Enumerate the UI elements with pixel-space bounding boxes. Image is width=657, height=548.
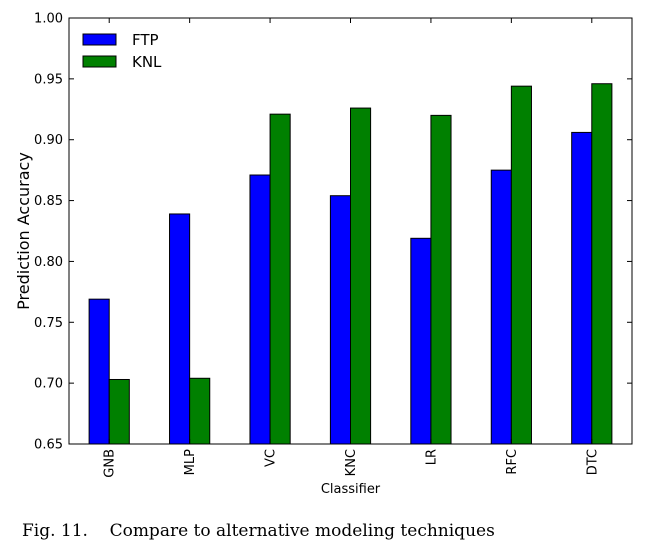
bar-knl-knc (350, 107, 372, 445)
bar-knl-rfc (510, 85, 532, 445)
y-axis-title: Prediction Accuracy (14, 152, 33, 310)
bar-ftp-vc (249, 174, 271, 445)
x-tick-label-mlp: MLP (183, 449, 198, 475)
bar-ftp-mlp (169, 213, 191, 445)
y-tick-label: 0.80 (34, 255, 63, 270)
legend-swatch-knl (82, 55, 117, 68)
x-tick-label-dtc: DTC (585, 449, 600, 475)
legend-label-ftp: FTP (132, 31, 159, 49)
y-tick-label: 1.00 (34, 12, 63, 27)
legend: FTP KNL (82, 31, 162, 71)
bar-ftp-rfc (490, 169, 512, 445)
x-axis-title: Classifier (321, 482, 381, 497)
bars-group (88, 83, 613, 445)
y-tick-label: 0.90 (34, 133, 63, 148)
x-tick-label-vc: VC (264, 449, 279, 467)
x-axis-ticks: GNB MLP VC KNC LR RFC DTC (103, 18, 600, 478)
bar-knl-dtc (591, 83, 613, 445)
x-tick-label-gnb: GNB (103, 449, 118, 478)
figure-caption: Fig. 11. Compare to alternative modeling… (22, 521, 495, 541)
y-axis-ticks: 0.65 0.70 0.75 0.80 0.85 0.90 0.95 1.00 (34, 12, 632, 453)
x-tick-label-rfc: RFC (505, 449, 520, 475)
bar-knl-vc (269, 113, 291, 445)
bar-ftp-dtc (571, 131, 593, 445)
y-tick-label: 0.75 (34, 316, 63, 331)
x-tick-label-knc: KNC (344, 449, 359, 476)
y-tick-label: 0.95 (34, 72, 63, 87)
bar-knl-gnb (108, 378, 130, 445)
bar-chart: 0.65 0.70 0.75 0.80 0.85 0.90 0.95 1.00 GNB MLP V… (14, 12, 633, 497)
legend-label-knl: KNL (132, 53, 162, 71)
y-tick-label: 0.65 (34, 438, 63, 453)
y-tick-label: 0.85 (34, 194, 63, 209)
bar-knl-mlp (189, 377, 211, 445)
bar-knl-lr (430, 114, 452, 445)
legend-swatch-ftp (82, 33, 117, 46)
bar-ftp-lr (410, 237, 432, 445)
x-tick-label-lr: LR (424, 449, 439, 465)
bar-ftp-knc (329, 195, 351, 445)
y-tick-label: 0.70 (34, 377, 63, 392)
bar-ftp-gnb (88, 298, 110, 445)
